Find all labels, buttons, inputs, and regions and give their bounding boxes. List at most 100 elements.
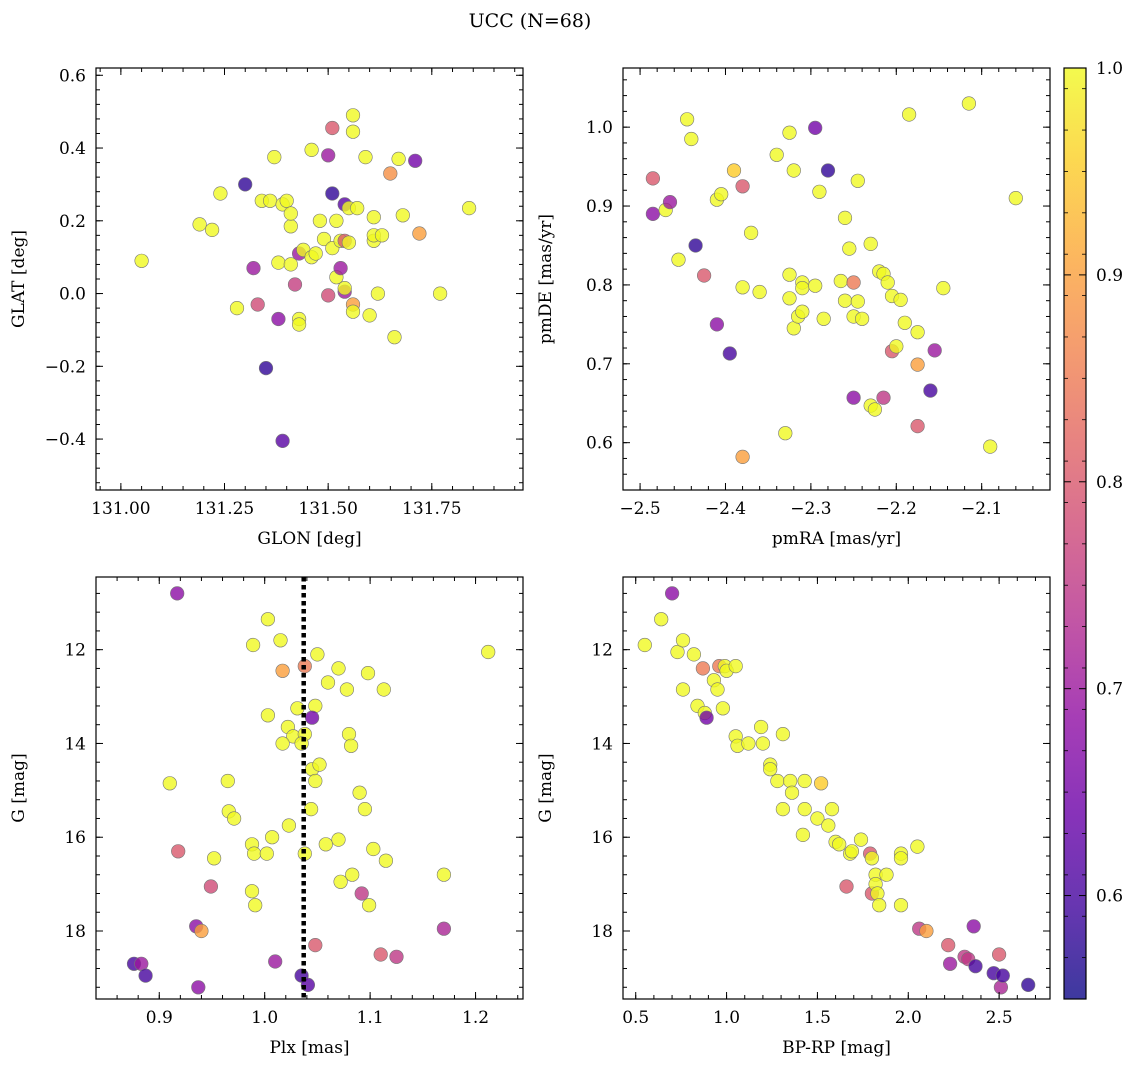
data-point [995, 968, 1010, 983]
x-axis-label: GLON [deg] [257, 529, 361, 549]
data-point [770, 773, 785, 789]
x-tick-label: 2.0 [895, 1008, 922, 1028]
colorbar-tick-label: 0.8 [1096, 473, 1123, 493]
figure-title: UCC (N=68) [469, 10, 592, 32]
data-point [362, 898, 377, 913]
plot-frame [622, 576, 1051, 1000]
x-tick-label: −2.2 [876, 499, 917, 519]
data-point [936, 281, 951, 296]
data-point [263, 193, 278, 208]
data-point [820, 163, 836, 178]
data-point [910, 839, 925, 854]
data-point [207, 851, 222, 866]
data-point [983, 439, 998, 454]
data-point [220, 773, 235, 789]
data-point [337, 281, 352, 296]
data-point [134, 253, 149, 268]
data-point [341, 235, 357, 250]
data-point [795, 827, 811, 843]
x-tick-label: 0.5 [622, 1008, 649, 1028]
x-tick-label: −2.5 [619, 499, 660, 519]
data-point [893, 898, 909, 913]
data-point [246, 261, 261, 276]
data-point [726, 163, 742, 178]
data-point [273, 633, 288, 648]
data-point [304, 142, 319, 157]
data-point [360, 665, 376, 681]
data-point [308, 773, 323, 789]
data-point [279, 193, 294, 208]
data-point [373, 947, 388, 962]
x-tick-label: 131.00 [91, 499, 150, 519]
x-tick-label: 2.5 [986, 1008, 1013, 1028]
data-point [339, 682, 355, 697]
data-point [714, 187, 729, 202]
data-point [941, 937, 956, 953]
data-point [265, 830, 280, 845]
colorbar-tick-label: 0.9 [1096, 266, 1123, 286]
data-point [345, 108, 361, 123]
data-point [850, 173, 865, 188]
data-point [688, 238, 703, 253]
data-point [993, 980, 1009, 995]
data-point [832, 837, 847, 852]
data-point [378, 853, 394, 868]
data-point [287, 277, 303, 292]
data-point [374, 228, 390, 243]
data-point [782, 267, 797, 282]
data-point [436, 867, 452, 882]
data-point [275, 663, 290, 678]
data-point [837, 210, 853, 225]
data-point [782, 291, 797, 306]
data-point [686, 647, 702, 662]
data-point [715, 701, 731, 716]
data-point [345, 124, 361, 139]
data-point [462, 201, 477, 216]
data-point [864, 851, 880, 866]
x-axis-label: pmRA [mas/yr] [772, 529, 901, 549]
data-point [872, 898, 887, 913]
colorbar-tick-label: 1.0 [1096, 59, 1123, 79]
y-tick-label: 16 [64, 828, 86, 848]
data-point [192, 217, 207, 232]
data-point [752, 284, 767, 300]
data-point [961, 96, 977, 111]
data-point [321, 288, 336, 303]
data-point [391, 151, 406, 166]
data-point [366, 841, 381, 857]
ticks [95, 577, 523, 999]
data-point [275, 433, 290, 449]
data-point [910, 325, 925, 340]
data-point [325, 120, 340, 136]
data-point [778, 426, 793, 441]
data-point [863, 236, 878, 251]
y-tick-label: 12 [64, 641, 86, 661]
y-tick-label: 0.7 [586, 355, 613, 375]
data-point [325, 186, 340, 201]
data-point [645, 206, 661, 221]
data-point [844, 844, 860, 859]
data-point [283, 206, 298, 221]
data-point [837, 293, 853, 308]
data-point [246, 637, 261, 653]
data-point [662, 195, 678, 210]
data-point [695, 661, 711, 676]
data-point [259, 846, 274, 861]
data-point [728, 658, 743, 674]
data-point [795, 281, 810, 296]
y-tick-label: −0.4 [45, 430, 86, 450]
data-point [292, 317, 307, 332]
data-point [389, 949, 404, 964]
data-point [260, 708, 276, 723]
plot-frame [95, 67, 524, 491]
data-point [1021, 977, 1036, 993]
data-point [358, 150, 373, 165]
data-point [205, 222, 220, 237]
data-point [710, 682, 725, 697]
y-tick-label: 1.0 [586, 118, 613, 138]
data-point [675, 633, 691, 648]
data-point [345, 867, 360, 882]
x-tick-label: −2.4 [705, 499, 746, 519]
data-point [816, 311, 831, 326]
data-point [248, 898, 263, 913]
